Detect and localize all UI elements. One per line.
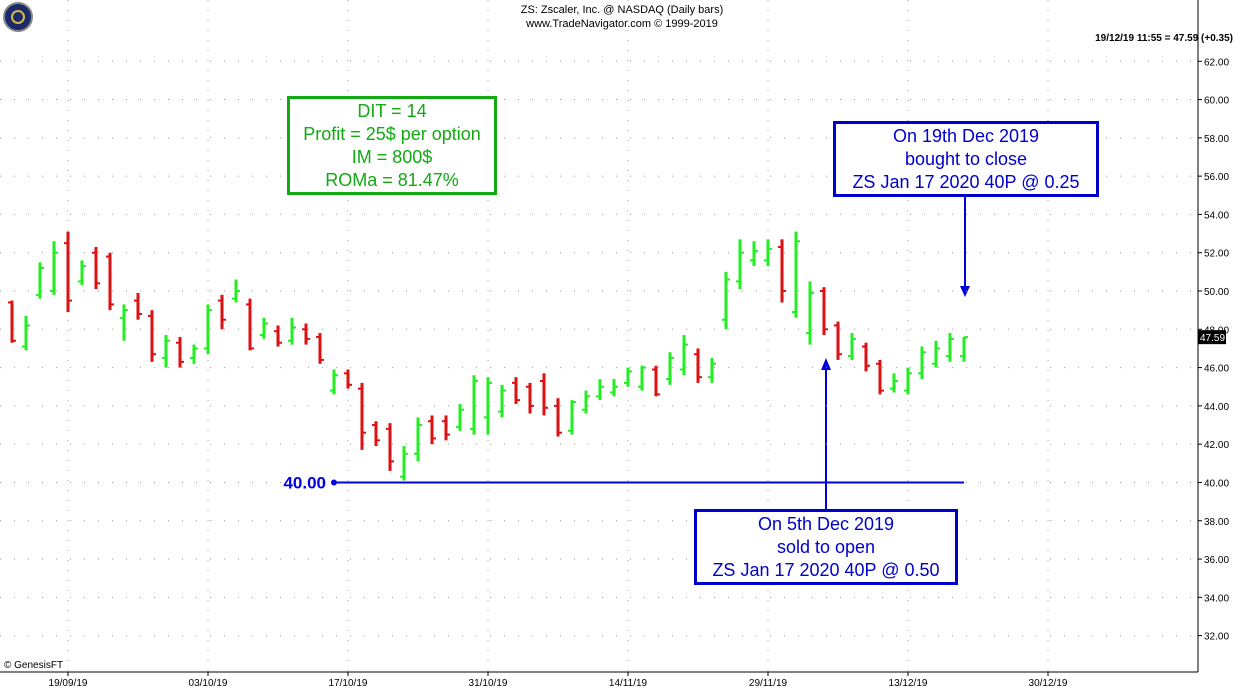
y-tick-label: 60.00 [1204,96,1229,107]
annotation-box: On 19th Dec 2019 bought to close ZS Jan 17… [833,121,1099,197]
last-price-label: 47.59 [1200,333,1225,344]
arrow-head [960,286,970,297]
annotation-line: ROMa = 81.47% [325,170,459,190]
arrow-head [821,358,831,370]
logo [3,2,33,32]
annotation-line: sold to open [776,537,876,557]
y-tick-label: 46.00 [1204,364,1229,375]
x-tick-label: 29/11/19 [749,678,788,689]
y-tick-label: 32.00 [1204,632,1229,643]
y-tick-label: 42.00 [1204,440,1229,451]
credit: © GenesisFT [4,660,63,671]
y-tick-label: 62.00 [1204,57,1229,68]
chart-title: ZS: Zscaler, Inc. @ NASDAQ (Daily bars) [521,4,724,16]
y-tick-label: 52.00 [1204,249,1229,260]
annotation-line: ZS Jan 17 2020 40P @ 0.50 [712,560,940,580]
reference-label: 40.00 [283,473,326,492]
last-price-tag [1198,330,1226,345]
annotation-line: ZS Jan 17 2020 40P @ 0.25 [852,172,1080,192]
x-tick-label: 13/12/19 [889,678,928,689]
annotation-line: Profit = 25$ per option [303,124,481,144]
y-tick-label: 50.00 [1204,287,1229,298]
y-tick-label: 44.00 [1204,402,1229,413]
y-tick-label: 40.00 [1204,478,1229,489]
x-tick-label: 30/12/19 [1029,678,1068,689]
x-tick-label: 03/10/19 [189,678,228,689]
annotation-line: On 19th Dec 2019 [892,126,1040,146]
annotation-line: On 5th Dec 2019 [757,514,895,534]
x-tick-label: 19/09/19 [49,678,88,689]
annotation-line: DIT = 14 [357,101,427,121]
y-tick-label: 38.00 [1204,517,1229,528]
x-tick-label: 14/11/19 [609,678,648,689]
y-tick-label: 56.00 [1204,172,1229,183]
status: 19/12/19 11:55 = 47.59 (+0.35) [1095,33,1233,44]
chart-subtitle: www.TradeNavigator.com © 1999-2019 [525,18,718,30]
annotation-line: IM = 800$ [351,147,433,167]
x-tick-label: 31/10/19 [469,678,508,689]
y-tick-label: 36.00 [1204,555,1229,566]
y-tick-label: 34.00 [1204,593,1229,604]
annotation-box: DIT = 14 Profit = 25$ per option IM = 800$… [287,96,497,195]
y-tick-label: 58.00 [1204,134,1229,145]
annotation-box: On 5th Dec 2019 sold to open ZS Jan 17 202… [694,509,958,585]
x-tick-label: 17/10/19 [329,678,368,689]
annotation-line: bought to close [904,149,1028,169]
reference-dot [331,479,337,486]
y-tick-label: 54.00 [1204,210,1229,221]
